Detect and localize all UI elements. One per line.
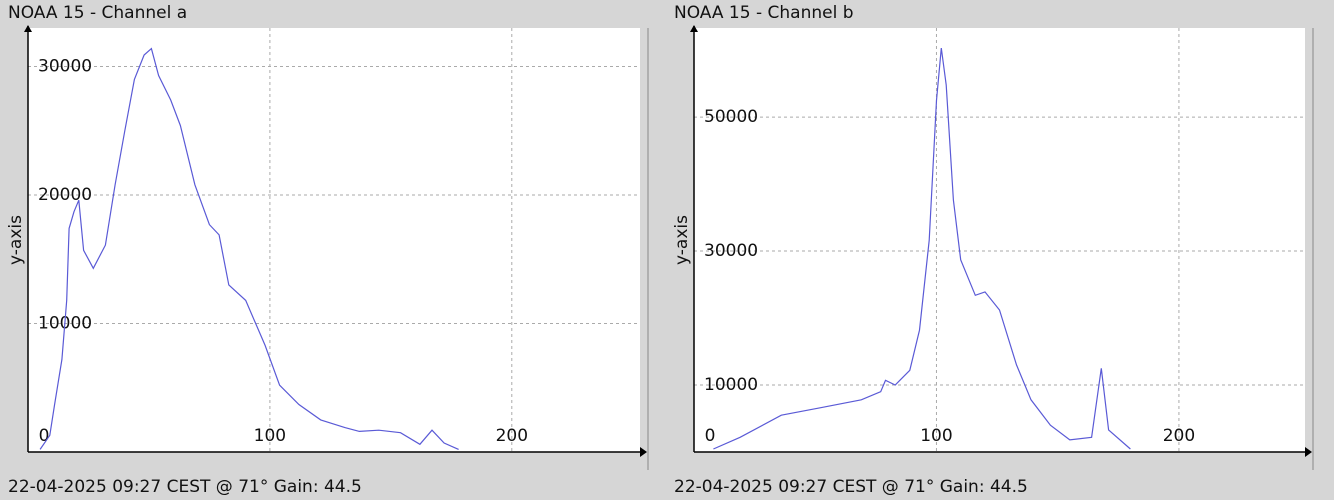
x-tick-label: 0 [705,426,716,446]
footer: 22-04-2025 09:27 CEST @ 71° Gain: 44.5 [8,477,362,497]
y-axis-label: y-axis [672,215,692,265]
x-tick-label: 100 [254,426,286,446]
y-axis-label: y-axis [6,215,26,265]
chart-title: NOAA 15 - Channel a [8,3,187,23]
y-tick-label: 30000 [704,241,758,261]
x-tick-label: 200 [496,426,528,446]
y-tick-label: 50000 [704,107,758,127]
x-tick-label: 200 [1163,426,1195,446]
x-tick-label: 100 [920,426,952,446]
y-tick-label: 30000 [38,57,92,77]
x-axis-arrow [1305,447,1312,457]
y-tick-label: 20000 [38,185,92,205]
y-axis-arrow [24,25,32,32]
x-axis-arrow [640,447,647,457]
x-tick-label: 0 [39,426,50,446]
y-axis-arrow [690,25,698,32]
data-line [713,48,1131,450]
chart-title: NOAA 15 - Channel b [674,3,854,23]
data-line [39,47,459,450]
plot-area [28,28,640,452]
footer: 22-04-2025 09:27 CEST @ 71° Gain: 44.5 [674,477,1028,497]
plot-area [694,28,1305,452]
y-tick-label: 10000 [704,375,758,395]
